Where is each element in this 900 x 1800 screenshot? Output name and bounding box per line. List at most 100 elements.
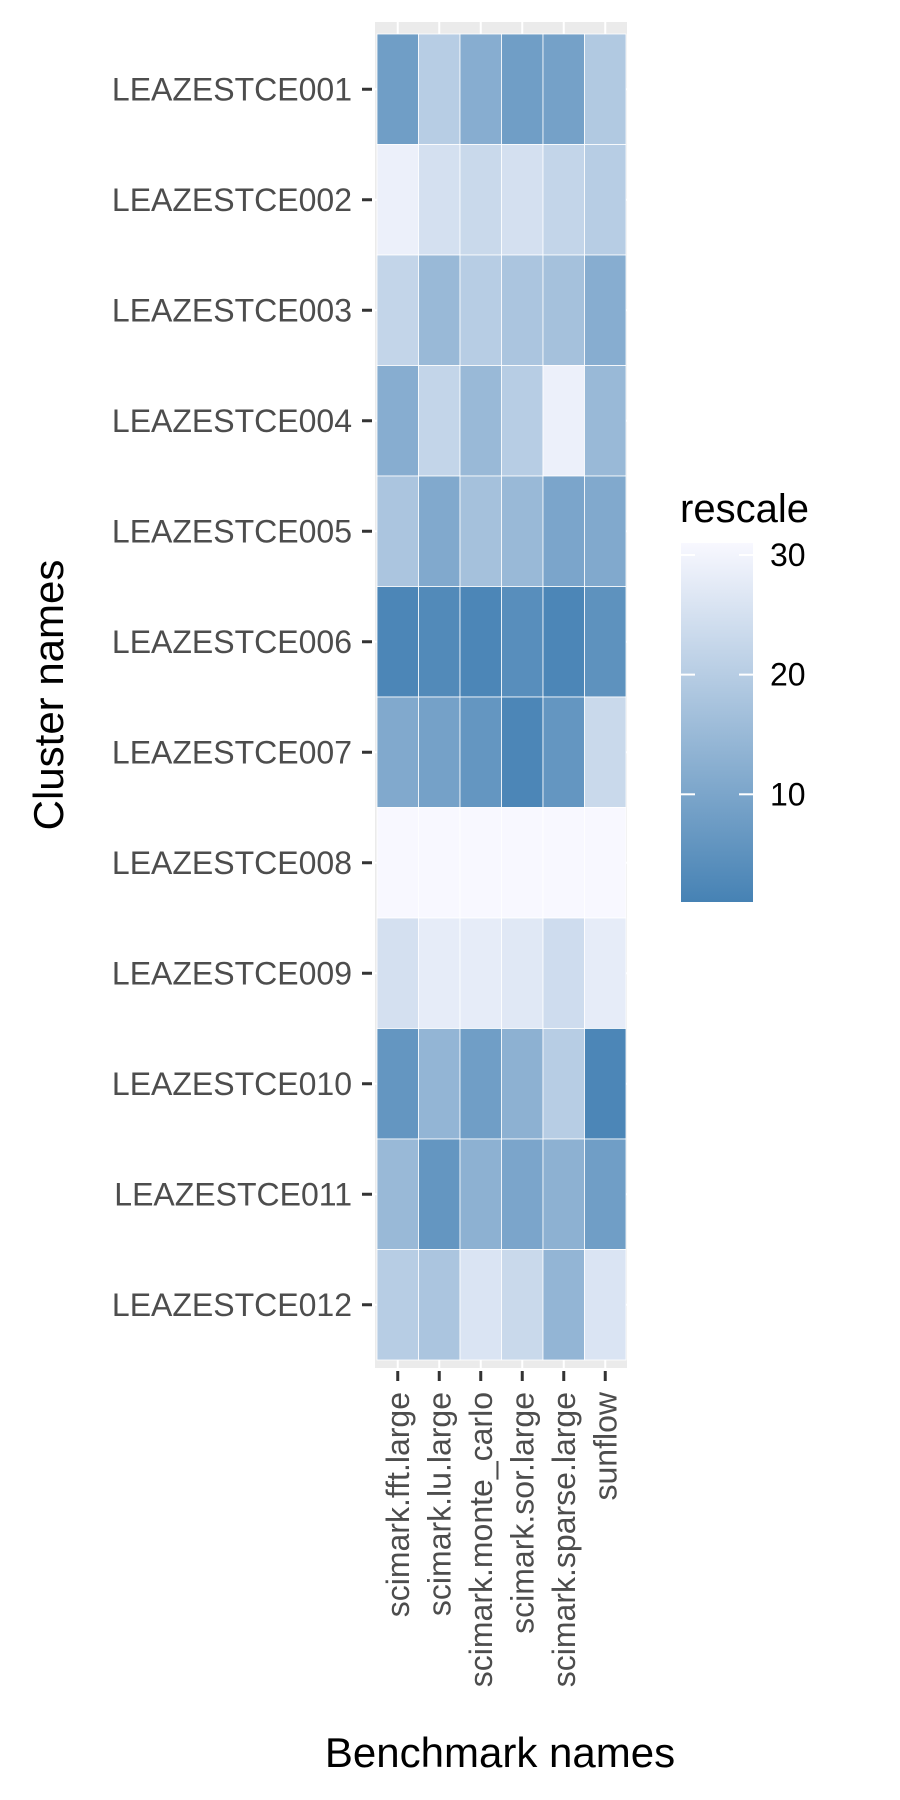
y-tick-label: LEAZESTCE006	[112, 624, 352, 660]
y-tick-label: LEAZESTCE008	[112, 845, 352, 881]
heatmap-cell	[584, 917, 627, 1029]
heatmap-cell	[584, 365, 627, 477]
heatmap-cell	[542, 696, 585, 808]
y-tick-label: LEAZESTCE009	[112, 955, 352, 991]
heatmap-cell	[584, 1028, 627, 1140]
x-tick-label: scimark.fft.large	[380, 1392, 416, 1617]
heatmap-cell	[584, 1138, 627, 1250]
heatmap-cell	[376, 365, 419, 477]
x-tick-label: scimark.sor.large	[504, 1392, 540, 1634]
heatmap-cell	[376, 917, 419, 1029]
heatmap-cell	[459, 696, 502, 808]
heatmap-cell	[584, 254, 627, 366]
heatmap-cell	[459, 807, 502, 919]
heatmap-cell	[376, 1138, 419, 1250]
heatmap-cell	[501, 586, 544, 698]
heatmap-tiles	[376, 33, 627, 1361]
heatmap-cell	[584, 807, 627, 919]
heatmap-cell	[418, 254, 461, 366]
heatmap-cell	[542, 1249, 585, 1361]
x-tick-label: sunflow	[587, 1391, 623, 1500]
heatmap-cell	[584, 475, 627, 587]
x-axis-title: Benchmark names	[325, 1729, 675, 1776]
heatmap-cell	[418, 586, 461, 698]
heatmap-cell	[459, 33, 502, 145]
y-tick-label: LEAZESTCE010	[112, 1066, 352, 1102]
heatmap-cell	[459, 917, 502, 1029]
heatmap-cell	[376, 1028, 419, 1140]
heatmap-cell	[584, 696, 627, 808]
heatmap-cell	[459, 1138, 502, 1250]
legend-title: rescale	[680, 487, 809, 531]
heatmap-cell	[459, 1249, 502, 1361]
heatmap-cell	[542, 1138, 585, 1250]
heatmap-cell	[459, 144, 502, 256]
heatmap-cell	[542, 365, 585, 477]
heatmap-cell	[459, 365, 502, 477]
heatmap-cell	[376, 696, 419, 808]
y-tick-label: LEAZESTCE012	[112, 1287, 352, 1323]
y-tick-label: LEAZESTCE011	[114, 1176, 352, 1212]
heatmap-cell	[584, 144, 627, 256]
y-tick-label: LEAZESTCE003	[112, 292, 352, 328]
heatmap-cell	[376, 144, 419, 256]
heatmap-cell	[459, 475, 502, 587]
legend-tick-label: 10	[770, 776, 806, 812]
heatmap-cell	[418, 807, 461, 919]
heatmap-cell	[459, 586, 502, 698]
heatmap-cell	[542, 1028, 585, 1140]
heatmap-cell	[584, 586, 627, 698]
heatmap-cell	[376, 475, 419, 587]
heatmap-cell	[418, 365, 461, 477]
legend-colorbar	[681, 543, 753, 902]
heatmap-cell	[501, 807, 544, 919]
heatmap-cell	[376, 254, 419, 366]
heatmap-cell	[542, 475, 585, 587]
heatmap-cell	[376, 586, 419, 698]
heatmap-cell	[501, 1028, 544, 1140]
heatmap-cell	[418, 33, 461, 145]
legend-tick-label: 30	[770, 537, 806, 573]
heatmap-cell	[376, 1249, 419, 1361]
y-axis-title: Cluster names	[25, 560, 72, 831]
heatmap-cell	[501, 475, 544, 587]
heatmap-cell	[542, 254, 585, 366]
heatmap-cell	[418, 917, 461, 1029]
x-tick-label: scimark.lu.large	[421, 1392, 457, 1616]
legend-ticks: 10 20 30	[681, 537, 806, 812]
heatmap-cell	[501, 144, 544, 256]
heatmap-cell	[376, 33, 419, 145]
heatmap-cell	[459, 254, 502, 366]
heatmap-cell	[501, 917, 544, 1029]
heatmap-cell	[376, 807, 419, 919]
heatmap-cell	[501, 254, 544, 366]
heatmap-cell	[501, 365, 544, 477]
y-tick-label: LEAZESTCE002	[112, 182, 352, 218]
heatmap-cell	[501, 696, 544, 808]
heatmap-cell	[542, 807, 585, 919]
heatmap-cell	[542, 144, 585, 256]
y-axis: LEAZESTCE001 LEAZESTCE002 LEAZESTCE003 LEAZ…	[112, 71, 372, 1323]
heatmap-cell	[418, 144, 461, 256]
y-tick-label: LEAZESTCE001	[112, 71, 352, 107]
heatmap-cell	[501, 1249, 544, 1361]
heatmap-cell	[542, 586, 585, 698]
heatmap-cell	[542, 33, 585, 145]
y-tick-label: LEAZESTCE005	[112, 513, 352, 549]
heatmap-cell	[459, 1028, 502, 1140]
heatmap-cell	[418, 1249, 461, 1361]
x-axis: scimark.fft.large scimark.lu.large scimark…	[380, 1371, 623, 1687]
heatmap-cell	[501, 1138, 544, 1250]
x-tick-label: scimark.monte_carlo	[463, 1392, 499, 1687]
heatmap-cell	[501, 33, 544, 145]
heatmap-cell	[584, 1249, 627, 1361]
heatmap-cell	[418, 696, 461, 808]
y-tick-label: LEAZESTCE007	[112, 734, 352, 770]
heatmap-cell	[418, 1138, 461, 1250]
legend-tick-label: 20	[770, 657, 806, 693]
heatmap-cell	[584, 33, 627, 145]
heatmap-cell	[418, 475, 461, 587]
heatmap-cell	[542, 917, 585, 1029]
x-tick-label: scimark.sparse.large	[546, 1392, 582, 1687]
